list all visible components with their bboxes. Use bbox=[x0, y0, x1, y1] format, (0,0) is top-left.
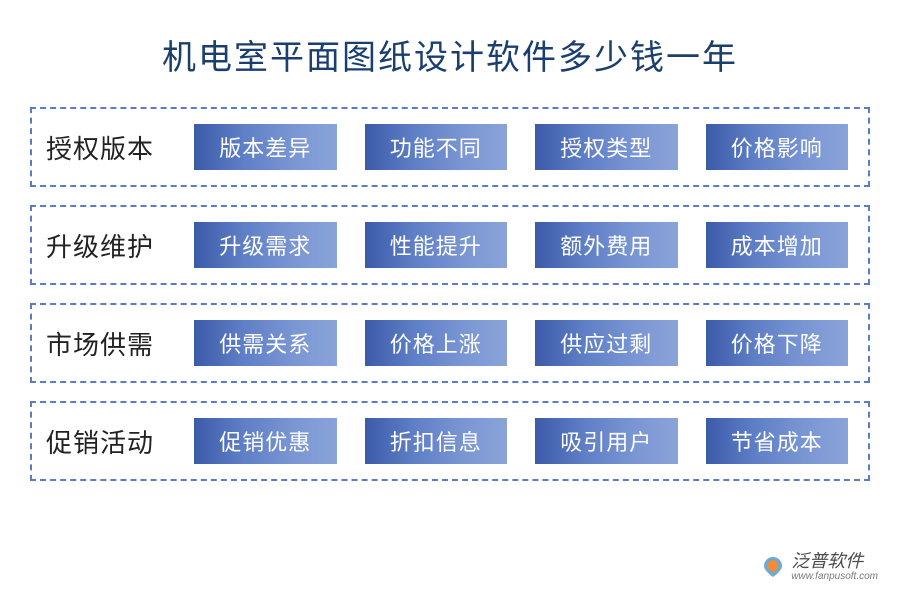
tags-container: 版本差异 功能不同 授权类型 价格影响 bbox=[194, 124, 848, 170]
tag: 节省成本 bbox=[706, 418, 849, 464]
tags-container: 供需关系 价格上涨 供应过剩 价格下降 bbox=[194, 320, 848, 366]
tags-container: 升级需求 性能提升 额外费用 成本增加 bbox=[194, 222, 848, 268]
footer: 泛普软件 www.fanpusoft.com bbox=[761, 552, 878, 582]
row-label: 促销活动 bbox=[46, 423, 176, 460]
row-0: 授权版本 版本差异 功能不同 授权类型 价格影响 bbox=[30, 107, 870, 187]
row-1: 升级维护 升级需求 性能提升 额外费用 成本增加 bbox=[30, 205, 870, 285]
page-title: 机电室平面图纸设计软件多少钱一年 bbox=[20, 30, 880, 79]
footer-brand: 泛普软件 bbox=[791, 552, 878, 570]
footer-url: www.fanpusoft.com bbox=[791, 572, 878, 582]
tag: 升级需求 bbox=[194, 222, 337, 268]
tag: 成本增加 bbox=[706, 222, 849, 268]
tag: 功能不同 bbox=[365, 124, 508, 170]
row-label: 授权版本 bbox=[46, 129, 176, 166]
tag: 供需关系 bbox=[194, 320, 337, 366]
tag: 版本差异 bbox=[194, 124, 337, 170]
footer-text: 泛普软件 www.fanpusoft.com bbox=[791, 552, 878, 582]
tag: 价格下降 bbox=[706, 320, 849, 366]
tag: 价格上涨 bbox=[365, 320, 508, 366]
row-3: 促销活动 促销优惠 折扣信息 吸引用户 节省成本 bbox=[30, 401, 870, 481]
tag: 供应过剩 bbox=[535, 320, 678, 366]
tag: 授权类型 bbox=[535, 124, 678, 170]
tag: 促销优惠 bbox=[194, 418, 337, 464]
tag: 吸引用户 bbox=[535, 418, 678, 464]
tag: 价格影响 bbox=[706, 124, 849, 170]
tag: 性能提升 bbox=[365, 222, 508, 268]
row-label: 市场供需 bbox=[46, 325, 176, 362]
tag: 折扣信息 bbox=[365, 418, 508, 464]
tag: 额外费用 bbox=[535, 222, 678, 268]
rows-container: 授权版本 版本差异 功能不同 授权类型 价格影响 升级维护 升级需求 性能提升 … bbox=[20, 107, 880, 481]
footer-logo-icon bbox=[761, 555, 785, 579]
row-2: 市场供需 供需关系 价格上涨 供应过剩 价格下降 bbox=[30, 303, 870, 383]
row-label: 升级维护 bbox=[46, 227, 176, 264]
tags-container: 促销优惠 折扣信息 吸引用户 节省成本 bbox=[194, 418, 848, 464]
